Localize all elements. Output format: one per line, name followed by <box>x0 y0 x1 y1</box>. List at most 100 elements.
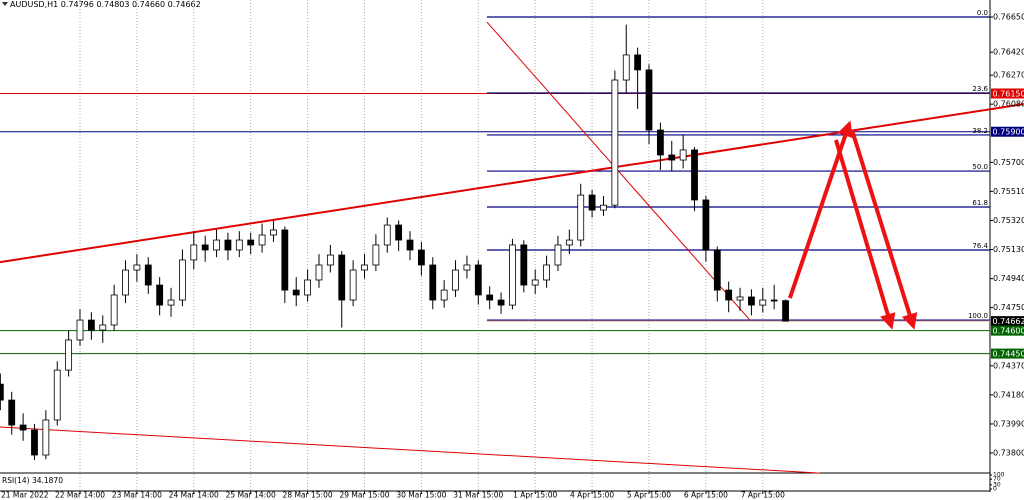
price-tag <box>991 88 1024 99</box>
rsi-tick-label: 100 <box>993 472 1005 479</box>
candle-body <box>42 419 50 456</box>
candle-body <box>0 383 4 401</box>
x-tick-label: 31 Mar 15:00 <box>453 491 503 500</box>
candle-body <box>338 254 346 301</box>
trendline <box>486 21 751 321</box>
candle-body <box>304 279 312 296</box>
candle-body <box>713 249 721 291</box>
y-tick-label: 0.76420 <box>993 48 1024 57</box>
candle-body <box>509 244 516 306</box>
candle-body <box>600 204 607 211</box>
candle-body <box>361 264 368 271</box>
candle-body <box>144 264 152 286</box>
candle-body <box>497 299 505 306</box>
fib-level-label: 23.6 <box>972 85 988 93</box>
candle-body <box>213 239 220 251</box>
candle-body <box>179 259 186 301</box>
x-tick-label: 6 Apr 15:00 <box>684 491 728 500</box>
candle-body <box>156 284 164 306</box>
fib-level-label: 38.2 <box>972 127 988 135</box>
price-tag-label: 0.74662 <box>993 317 1024 326</box>
x-tick-label: 22 Mar 14:00 <box>55 491 105 500</box>
candle-body <box>543 264 550 281</box>
candle-body <box>383 224 391 246</box>
menu-icon[interactable] <box>2 2 8 6</box>
candle-body <box>588 194 596 211</box>
y-tick-label: 0.76080 <box>993 100 1024 109</box>
candle-body <box>292 289 300 296</box>
arrow <box>850 129 918 330</box>
y-tick-label: 0.75510 <box>993 187 1024 196</box>
candle-body <box>668 154 676 161</box>
candle-body <box>759 299 767 306</box>
candle-body <box>463 264 471 271</box>
x-tick-label: 24 Mar 14:00 <box>169 491 219 500</box>
x-tick-label: 1 Apr 15:00 <box>513 491 557 500</box>
y-tick-label: 0.74180 <box>993 390 1024 399</box>
candle-body <box>133 264 141 271</box>
price-tag <box>991 126 1024 137</box>
candle-body <box>634 54 642 71</box>
candle-body <box>656 129 664 156</box>
overlay-layer: 0.76650 0.76420 0.76270 0.76080 0.75700 0.755… <box>1 9 1024 500</box>
candle-body <box>247 239 255 246</box>
y-tick-label: 0.73800 <box>993 449 1024 458</box>
price-tag-label: 0.76150 <box>993 89 1024 98</box>
candle-body <box>8 399 16 426</box>
candle-body <box>76 319 84 341</box>
candle-body <box>691 149 698 201</box>
candle-body <box>406 239 414 251</box>
candle-body <box>782 300 789 322</box>
candle-body <box>53 369 61 421</box>
candle-body <box>736 296 744 301</box>
candle-body <box>31 429 38 456</box>
candle-body <box>645 69 653 131</box>
candle-body <box>270 229 277 236</box>
candle-body <box>87 319 95 331</box>
candle-body <box>326 254 334 266</box>
price-tag-label: 0.74600 <box>993 327 1024 336</box>
candle-body <box>725 289 733 301</box>
y-tick-label: 0.76650 <box>993 12 1024 21</box>
y-tick-label: 0.76270 <box>993 71 1024 80</box>
candle-body <box>554 244 562 266</box>
rsi-tick-label: 70 <box>993 476 1001 483</box>
price-tag-label: 0.74450 <box>993 350 1024 359</box>
x-tick-label: 30 Mar 15:00 <box>396 491 446 500</box>
price-tag-label: 0.75900 <box>993 128 1024 137</box>
candle-body <box>372 244 380 266</box>
fib-level-label: 50.0 <box>972 163 988 171</box>
x-tick-label: 21 Mar 2022 <box>1 491 49 500</box>
price-tag <box>991 316 1024 327</box>
candle-body <box>65 339 73 371</box>
arrow <box>834 139 896 330</box>
rsi-title: RSI(14) 34.1870 <box>2 476 63 485</box>
candle-body <box>429 264 437 301</box>
y-tick-label: 0.74750 <box>993 303 1024 312</box>
candle-body <box>611 79 619 206</box>
y-tick-label: 0.75130 <box>993 245 1024 254</box>
candle-body <box>201 244 209 251</box>
rsi-tick-label: 30 <box>993 481 1001 488</box>
candle-body <box>452 269 459 291</box>
fib-level-label: 100.0 <box>968 312 988 320</box>
y-tick-label: 0.73990 <box>993 419 1024 428</box>
rsi-tick-label: 0 <box>993 486 997 493</box>
candle-body <box>395 224 403 241</box>
candle-body <box>748 296 755 306</box>
candle-body <box>122 269 129 296</box>
candle-body <box>565 239 573 246</box>
x-tick-label: 5 Apr 15:00 <box>627 491 671 500</box>
candle-body <box>520 244 528 286</box>
x-tick-label: 23 Mar 14:00 <box>112 491 162 500</box>
candle-body <box>110 294 118 326</box>
y-tick-label: 0.74940 <box>993 274 1024 283</box>
candle-body <box>258 234 266 246</box>
fib-level-label: 61.8 <box>972 199 988 207</box>
x-tick-label: 25 Mar 14:00 <box>226 491 276 500</box>
candles-layer <box>0 24 789 461</box>
candle-body <box>577 194 585 241</box>
candle-body <box>281 229 289 291</box>
candle-body <box>440 289 448 301</box>
